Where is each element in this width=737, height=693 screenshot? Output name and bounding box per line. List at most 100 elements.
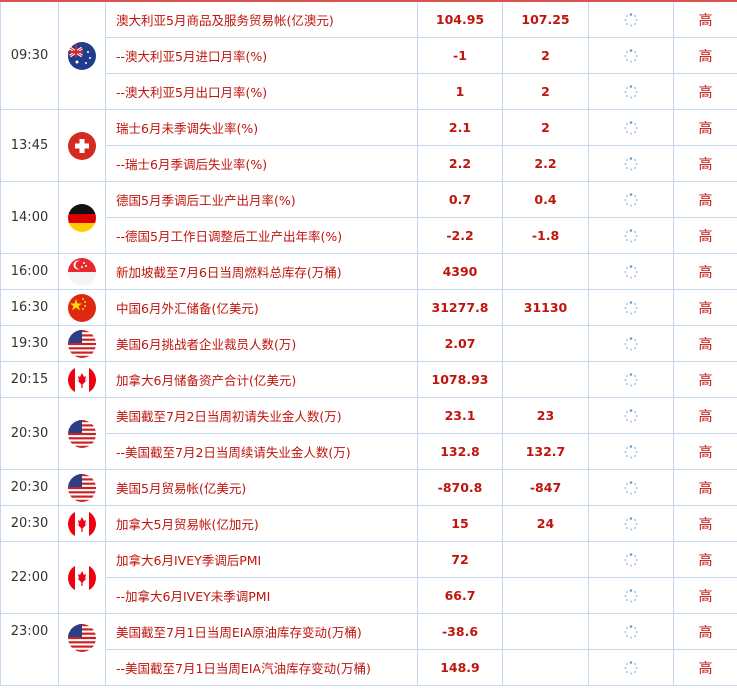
importance: 高 [673,361,737,398]
forecast-value [502,613,589,650]
event-name[interactable]: 加拿大6月储备资产合计(亿美元) [105,361,418,398]
usa-flag-icon [68,329,96,358]
previous-value: 2.2 [417,145,503,182]
forecast-value: 2 [502,37,589,74]
importance: 高 [673,37,737,74]
event-name[interactable]: 德国5月季调后工业产出月率(%) [105,181,418,218]
forecast-value: 31130 [502,289,589,326]
canada-flag-icon [68,509,96,538]
event-time: 09:30 [0,0,59,110]
importance: 高 [673,325,737,362]
previous-value: 148.9 [417,649,503,686]
event-time: 20:15 [0,361,59,398]
flag-cell [58,325,106,362]
event-name[interactable]: 澳大利亚5月商品及服务贸易帐(亿澳元) [105,0,418,38]
forecast-value [502,649,589,686]
loading-spinner-icon [624,192,638,207]
table-row: --德国5月工作日调整后工业产出年率(%) -2.2 -1.8 高 [1,217,737,254]
forecast-value [502,541,589,578]
table-row: 14:00 德国5月季调后工业产出月率(%) 0.7 0.4 高 [0,181,737,254]
flag-cell [58,253,106,290]
event-name[interactable]: --美国截至7月2日当周续请失业金人数(万) [105,433,418,470]
table-row: --美国截至7月1日当周EIA汽油库存变动(万桶) 148.9 高 [1,649,737,686]
importance: 高 [673,289,737,326]
loading-spinner-icon [624,120,638,135]
canada-flag-icon [68,365,96,394]
importance: 高 [673,253,737,290]
forecast-value [502,361,589,398]
event-name[interactable]: 中国6月外汇储备(亿美元) [105,289,418,326]
event-name[interactable]: --美国截至7月1日当周EIA汽油库存变动(万桶) [105,649,418,686]
actual-value [588,397,674,434]
table-row: 09:30 澳大利亚5月商品及服务贸易帐(亿澳元) 104.95 107.25 高 [0,0,737,110]
event-time: 20:30 [0,469,59,506]
loading-spinner-icon [624,12,638,27]
event-name[interactable]: 新加坡截至7月6日当周燃料总库存(万桶) [105,253,418,290]
actual-value [588,541,674,578]
actual-value [588,253,674,290]
event-name[interactable]: --澳大利亚5月进口月率(%) [105,37,418,74]
previous-value: -38.6 [417,613,503,650]
event-name[interactable]: 美国截至7月1日当周EIA原油库存变动(万桶) [105,613,418,650]
event-name[interactable]: 美国5月贸易帐(亿美元) [105,469,418,506]
importance: 高 [673,109,737,146]
loading-spinner-icon [624,408,638,423]
forecast-value: 2.2 [502,145,589,182]
actual-value [588,109,674,146]
event-name[interactable]: 加拿大6月IVEY季调后PMI [105,541,418,578]
importance: 高 [673,217,737,254]
event-time: 14:00 [0,181,59,254]
importance: 高 [673,145,737,182]
table-row: --瑞士6月季调后失业率(%) 2.2 2.2 高 [1,145,737,182]
flag-cell [58,505,106,542]
actual-value [588,613,674,650]
event-name[interactable]: 美国6月挑战者企业裁员人数(万) [105,325,418,362]
forecast-value [502,577,589,614]
loading-spinner-icon [624,660,638,675]
table-row: 19:30 美国6月挑战者企业裁员人数(万) 2.07 高 [0,325,737,362]
forecast-value: 0.4 [502,181,589,218]
table-row: --澳大利亚5月出口月率(%) 1 2 高 [1,73,737,110]
forecast-value: 23 [502,397,589,434]
event-name[interactable]: --瑞士6月季调后失业率(%) [105,145,418,182]
forecast-value: 2 [502,109,589,146]
actual-value [588,217,674,254]
actual-value [588,181,674,218]
canada-flag-icon [68,563,96,592]
event-name[interactable]: 瑞士6月未季调失业率(%) [105,109,418,146]
importance: 高 [673,397,737,434]
previous-value: -2.2 [417,217,503,254]
previous-value: 66.7 [417,577,503,614]
event-name[interactable]: 美国截至7月2日当周初请失业金人数(万) [105,397,418,434]
importance: 高 [673,0,737,38]
event-name[interactable]: 加拿大5月贸易帐(亿加元) [105,505,418,542]
event-time: 23:00 [0,613,59,686]
importance: 高 [673,181,737,218]
forecast-value: -847 [502,469,589,506]
event-name[interactable]: --德国5月工作日调整后工业产出年率(%) [105,217,418,254]
table-row: --美国截至7月2日当周续请失业金人数(万) 132.8 132.7 高 [1,433,737,470]
previous-value: 104.95 [417,0,503,38]
event-time: 16:00 [0,253,59,290]
loading-spinner-icon [624,588,638,603]
event-time: 19:30 [0,325,59,362]
usa-flag-icon [68,419,96,448]
importance: 高 [673,469,737,506]
loading-spinner-icon [624,336,638,351]
table-row: 20:30 美国截至7月2日当周初请失业金人数(万) 23.1 23 高 [0,397,737,470]
event-name[interactable]: --加拿大6月IVEY未季调PMI [105,577,418,614]
table-row: 20:30 美国5月贸易帐(亿美元) -870.8 -847 高 [0,469,737,506]
event-name[interactable]: --澳大利亚5月出口月率(%) [105,73,418,110]
loading-spinner-icon [624,480,638,495]
importance: 高 [673,649,737,686]
switzerland-flag-icon [68,131,96,160]
previous-value: 1078.93 [417,361,503,398]
forecast-value: 107.25 [502,0,589,38]
flag-cell [58,541,106,614]
loading-spinner-icon [624,228,638,243]
forecast-value: -1.8 [502,217,589,254]
actual-value [588,289,674,326]
actual-value [588,145,674,182]
previous-value: 1 [417,73,503,110]
